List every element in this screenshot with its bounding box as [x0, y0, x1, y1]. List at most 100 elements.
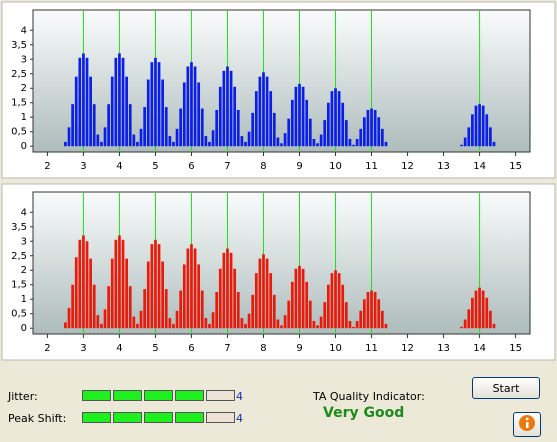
start-button[interactable]: Start [472, 377, 540, 399]
quality-value: Very Good [323, 405, 405, 421]
bar [218, 86, 222, 147]
bar [305, 281, 309, 329]
bar [316, 325, 319, 329]
bar [114, 57, 118, 147]
bar [280, 325, 283, 329]
x-tick-label: 13 [437, 161, 450, 172]
bar [312, 138, 316, 147]
x-tick-label: 9 [296, 161, 302, 172]
bar [254, 91, 258, 147]
x-tick-label: 11 [365, 343, 378, 354]
bar [125, 76, 128, 147]
bar [348, 138, 352, 147]
bar [222, 252, 226, 329]
bar [168, 318, 172, 329]
bar [337, 91, 341, 147]
bar [139, 310, 143, 329]
bar [362, 117, 366, 147]
y-tick-label: 0,5 [11, 309, 27, 320]
bar [265, 76, 269, 147]
bar [283, 315, 287, 329]
bar [384, 141, 388, 147]
bar [204, 318, 208, 329]
bar [200, 108, 204, 147]
bar [319, 134, 323, 147]
bar [103, 309, 107, 329]
bar [334, 88, 337, 147]
bar [92, 284, 96, 329]
bar [276, 137, 280, 147]
bar [114, 239, 118, 329]
y-tick-label: 3 [21, 236, 27, 247]
bar [85, 57, 89, 147]
bar [200, 290, 204, 329]
x-tick-label: 6 [188, 161, 194, 172]
bar [211, 130, 215, 147]
bar [370, 290, 373, 329]
x-tick-label: 10 [329, 161, 342, 172]
bar [143, 289, 146, 329]
bar [344, 120, 348, 147]
x-tick-label: 8 [260, 161, 266, 172]
bar [64, 322, 67, 329]
bar [280, 143, 283, 147]
info-button[interactable] [513, 412, 541, 437]
x-tick-label: 2 [44, 161, 50, 172]
bar [362, 299, 366, 329]
x-tick-label: 14 [473, 161, 486, 172]
bar [489, 310, 492, 329]
bar [240, 136, 244, 147]
bar [96, 315, 100, 329]
bar [96, 134, 100, 147]
bar [208, 323, 211, 329]
bar [323, 120, 327, 147]
bar [154, 239, 157, 329]
y-tick-label: 3,5 [11, 222, 27, 233]
bar [107, 104, 110, 147]
y-tick-label: 1,5 [11, 280, 27, 291]
bar [258, 258, 262, 329]
y-tick-label: 3,5 [11, 40, 27, 51]
bar [193, 66, 197, 147]
bar [67, 127, 71, 147]
bar [161, 79, 165, 147]
bar [229, 70, 233, 147]
bar [344, 302, 348, 329]
bar [107, 286, 110, 329]
bar [308, 118, 312, 147]
bar [352, 326, 355, 329]
bar [175, 128, 179, 147]
bar [236, 109, 240, 147]
bar [366, 109, 370, 147]
bar [380, 128, 384, 147]
bar [172, 323, 175, 329]
x-tick-label: 13 [437, 343, 450, 354]
bar [290, 99, 294, 147]
bar [85, 241, 89, 329]
bar [190, 244, 193, 329]
bar [218, 268, 222, 329]
peak-shift-meter [82, 412, 235, 423]
bar [186, 248, 190, 329]
bar [485, 297, 489, 329]
bar [474, 290, 478, 329]
bar [128, 104, 132, 147]
bar [474, 105, 478, 147]
bar [150, 62, 154, 147]
bar [298, 265, 301, 329]
bar [179, 108, 183, 147]
bar [366, 291, 370, 329]
bar [478, 104, 481, 147]
bar [67, 307, 71, 329]
bar [294, 268, 298, 329]
bar [330, 273, 334, 329]
bar [175, 310, 179, 329]
bar [467, 309, 471, 329]
charts: 00,511,522,533,542 3 4 5 6 7 8 9 10 11 12 13 14 1500,… [1, 1, 556, 361]
bar [330, 91, 334, 147]
x-tick-label: 3 [80, 343, 86, 354]
bar [74, 257, 78, 329]
meter-segment [206, 412, 235, 423]
bar [172, 141, 175, 147]
y-tick-label: 2,5 [11, 251, 27, 262]
